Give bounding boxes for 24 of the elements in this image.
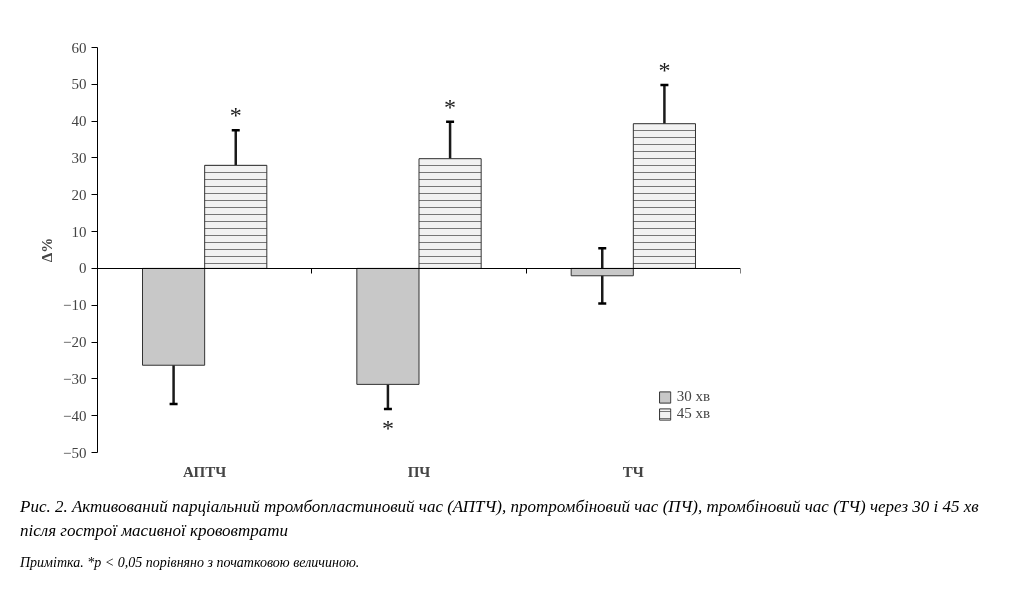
x-tick-label: ПЧ — [407, 463, 431, 480]
x-tick-label: ТЧ — [622, 463, 644, 480]
y-tick-label: −40 — [63, 407, 87, 424]
data-label: * — [381, 415, 394, 442]
text: Примітка. *р < 0,05 порівняно з початковою величиною. — [20, 553, 360, 572]
legend-label: 45 хв — [676, 405, 710, 422]
y-tick-label: 50 — [71, 76, 87, 93]
data-label: * — [229, 102, 242, 129]
y-tick-label: 30 — [71, 149, 87, 166]
y-tick-label: −10 — [63, 297, 87, 314]
data-label: * — [444, 93, 457, 120]
y-tick-label: −50 — [63, 444, 87, 461]
y-tick-label: 40 — [71, 113, 87, 130]
y-tick-label: −20 — [63, 334, 87, 351]
y-tick-label: 20 — [71, 186, 87, 203]
text: Рис. 2. Активований парціальний тромбопластиновий час (АПТЧ), протромбіновий час (ПЧ), тромбіновий час (ТЧ) через 30 і 45 хв після гострої масивної крововтрати — [20, 496, 980, 542]
y-tick-label: −30 — [63, 370, 87, 387]
legend-label: 30 хв — [676, 388, 710, 405]
data-label: * — [658, 57, 671, 84]
y-tick-label: 10 — [71, 223, 87, 240]
y-tick-label: 0 — [79, 260, 87, 277]
y-axis-title: Δ% — [39, 237, 56, 263]
x-tick-label: АПТЧ — [183, 463, 227, 480]
y-tick-label: 60 — [71, 39, 87, 56]
